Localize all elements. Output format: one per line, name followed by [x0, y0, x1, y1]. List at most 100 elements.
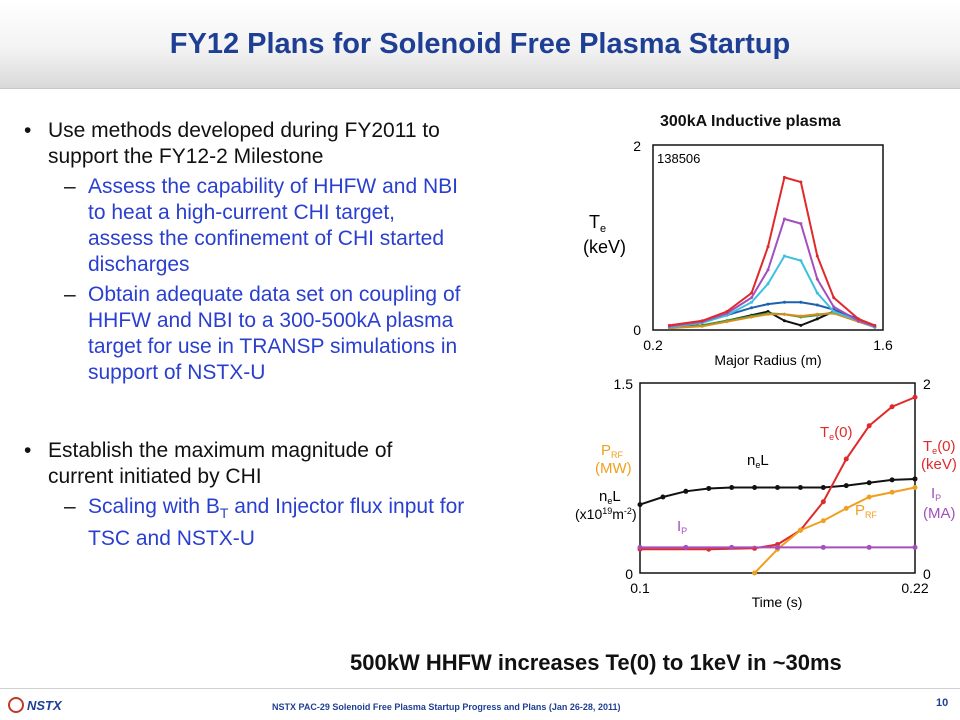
data-point	[637, 502, 643, 508]
title-bar	[0, 0, 960, 89]
data-point	[866, 423, 872, 429]
bullet-dot: •	[24, 439, 32, 462]
data-point	[843, 505, 849, 511]
data-point	[700, 319, 704, 323]
slide-title: FY12 Plans for Solenoid Free Plasma Star…	[169, 28, 791, 60]
chart2-yright-min: 0	[923, 566, 931, 582]
data-point	[667, 323, 671, 327]
sub-bullet-1-1: – Assess the capability of HHFW and NBI …	[24, 174, 569, 278]
te-label-right: Te(0)	[923, 438, 956, 456]
logo-text: NSTX	[27, 698, 62, 713]
chart1-frame	[652, 144, 884, 331]
data-point	[782, 312, 786, 316]
data-point	[782, 175, 786, 179]
data-point	[750, 291, 754, 295]
chart1-ylabel-unit: (keV)	[583, 237, 626, 257]
data-point	[820, 544, 826, 550]
chart2-yleft-min: 0	[625, 566, 633, 582]
data-point	[820, 518, 826, 524]
chart2-xtick-max: 0.22	[901, 580, 928, 596]
footer-text: NSTX PAC-29 Solenoid Free Plasma Startup…	[272, 702, 621, 712]
data-point	[750, 300, 754, 304]
data-point	[815, 312, 819, 316]
chart1-xtick-max: 1.6	[873, 337, 893, 353]
ip-label-right: IP	[931, 485, 941, 503]
sub-bullet-2-1: – Scaling with BT and Injector flux inpu…	[24, 494, 569, 552]
data-point	[912, 544, 918, 550]
sub-bullet-2-1-line-2: TSC and NSTX-U	[88, 527, 255, 551]
data-point	[799, 259, 803, 263]
page-number: 10	[936, 697, 949, 709]
data-point	[725, 320, 729, 324]
prf-inplot-label: PRF	[855, 502, 878, 520]
bullet-list: • Use methods developed during FY2011 to…	[24, 118, 569, 552]
data-point	[815, 317, 819, 321]
bullet-1-line-1: Use methods developed during FY2011 to	[48, 119, 440, 142]
nel-inplot-label: neL	[747, 452, 769, 470]
data-point	[729, 544, 735, 550]
bullet-2-line-1: Establish the maximum magnitude of	[48, 439, 393, 462]
data-point	[832, 305, 836, 309]
data-point	[725, 310, 729, 313]
time-trace-chart: 1.5 0 2 0 0.1 0.22 Time (s) PRF (MW) neL…	[575, 376, 957, 610]
data-point	[820, 499, 826, 505]
logo-circle-icon	[8, 697, 24, 713]
data-point	[815, 291, 819, 295]
data-point	[766, 245, 770, 249]
data-point	[782, 254, 786, 258]
data-point	[766, 282, 770, 286]
footer-divider	[0, 688, 960, 689]
chart1-xtick-min: 0.2	[643, 337, 663, 353]
prf-label: PRF	[601, 442, 624, 460]
chart2-xtick-min: 0.1	[630, 580, 650, 596]
series-line-5	[669, 217, 876, 328]
data-point	[752, 570, 758, 576]
ip-label-left: IP	[677, 518, 687, 536]
data-point	[866, 480, 872, 486]
data-point	[799, 222, 803, 226]
chart2-yleft-max: 1.5	[614, 376, 634, 392]
data-point	[832, 310, 836, 313]
nel-unit: (x1019m-2)	[575, 506, 637, 522]
data-point	[797, 527, 803, 533]
te-profile-chart: 138506 2 0 0.2 1.6 Major Radius (m) Te (…	[583, 138, 893, 368]
data-point	[799, 314, 803, 318]
data-point	[775, 544, 780, 550]
data-point	[706, 485, 712, 491]
bullet-1: • Use methods developed during FY2011 to…	[24, 118, 569, 170]
sub-bullet-1-1-line-1: Assess the capability of HHFW and NBI	[88, 175, 458, 198]
data-point	[912, 394, 918, 400]
data-point	[782, 319, 786, 323]
te-inplot-label: Te(0)	[820, 424, 853, 442]
chart1-ytick-2: 2	[633, 138, 641, 154]
data-point	[820, 485, 826, 490]
data-point	[815, 277, 819, 281]
prf-unit: (MW)	[595, 460, 632, 477]
series-line-neL	[639, 477, 916, 506]
bullet-dot: •	[24, 119, 32, 142]
data-point	[799, 300, 803, 304]
sub-bullet-dash: –	[64, 495, 76, 518]
data-point	[832, 296, 836, 300]
nstx-logo: NSTX	[8, 697, 62, 713]
data-point	[683, 488, 689, 494]
data-point	[843, 483, 849, 489]
data-point	[799, 180, 803, 184]
slide-caption: 500kW HHFW increases Te(0) to 1keV in ~3…	[350, 650, 842, 675]
data-point	[866, 544, 872, 550]
data-point	[889, 489, 895, 495]
bullet-2: • Establish the maximum magnitude of cur…	[24, 438, 569, 490]
nel-label: neL	[599, 488, 621, 506]
data-point	[782, 300, 786, 304]
data-point	[683, 544, 689, 550]
data-point	[799, 323, 803, 327]
data-point	[775, 485, 780, 490]
ip-unit-right: (MA)	[923, 505, 956, 522]
data-point	[873, 323, 877, 327]
sub-bullet-1-1-line-4: discharges	[88, 253, 190, 276]
data-point	[889, 477, 895, 483]
sub-bullet-1-2-line-1: Obtain adequate data set on coupling of	[88, 283, 461, 306]
data-point	[766, 302, 770, 306]
data-point	[766, 268, 770, 272]
data-point	[782, 217, 786, 221]
